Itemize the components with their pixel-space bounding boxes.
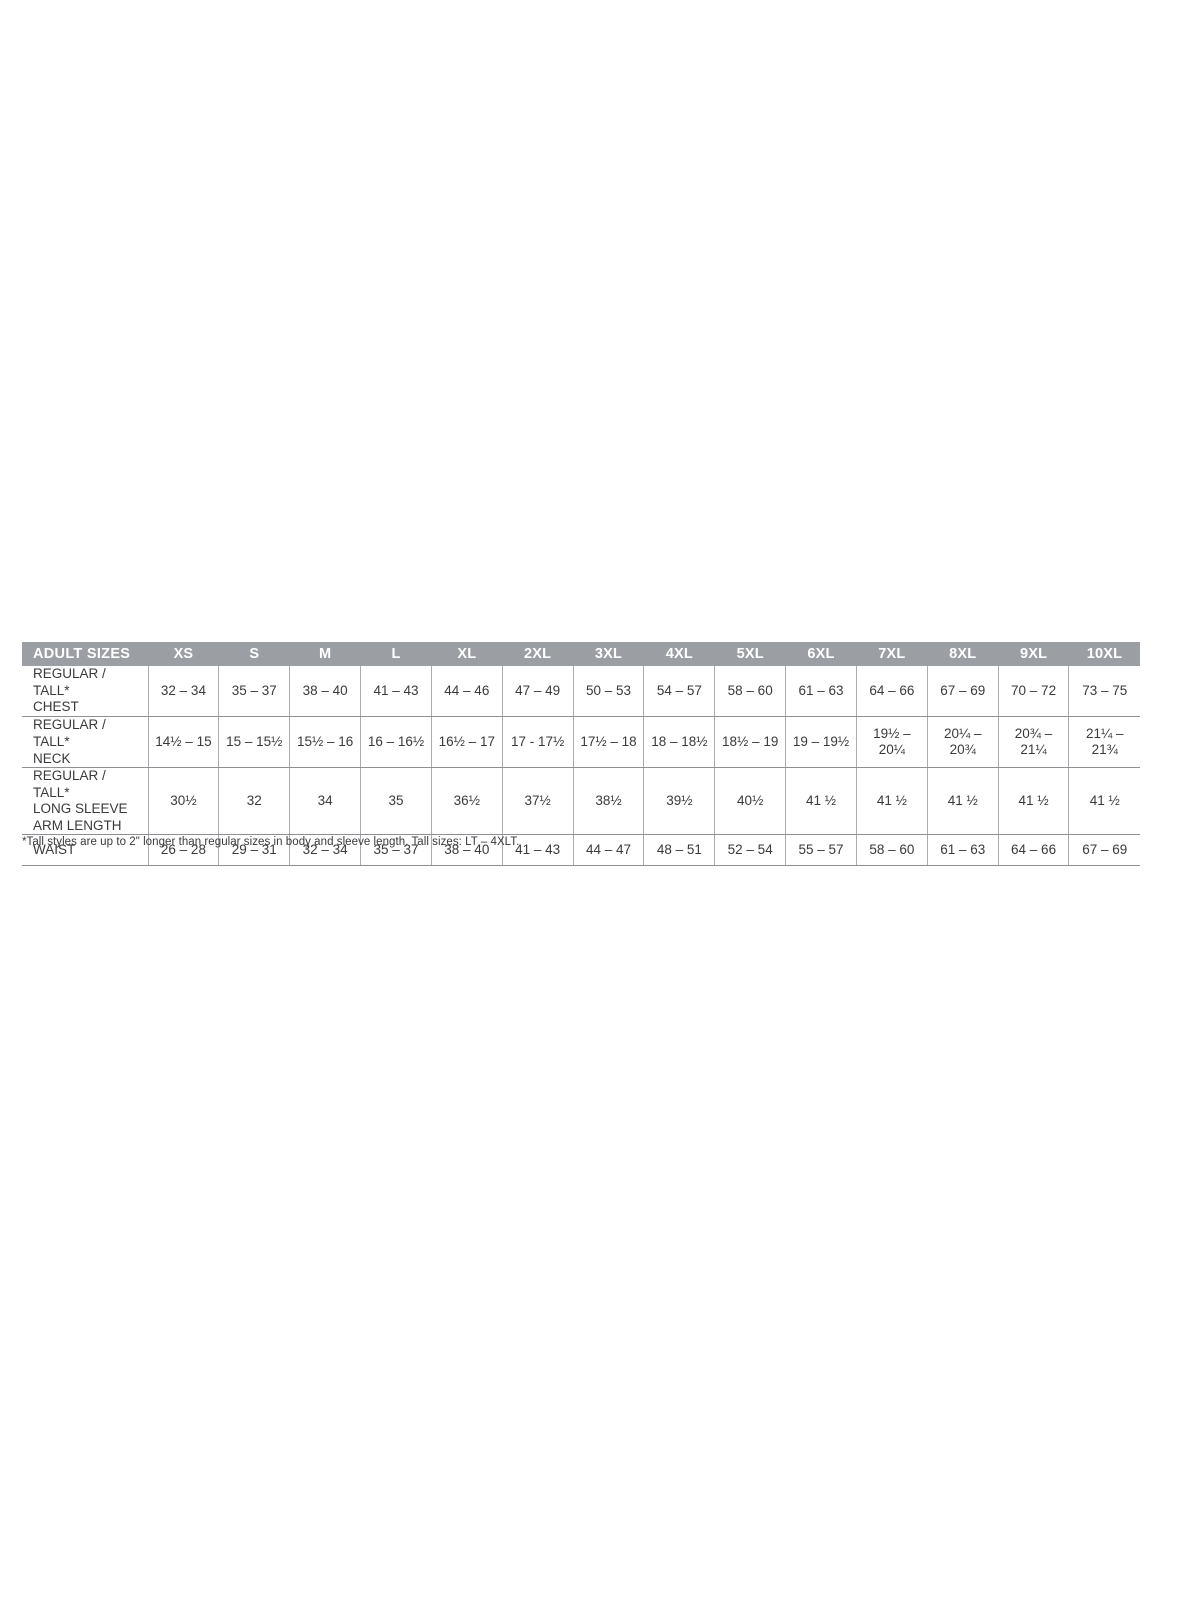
cell-chest-s: 35 – 37 [218,666,291,718]
cell-waist-3xl: 44 – 47 [573,834,645,867]
cell-neck-xs: 14½ – 15 [148,716,220,769]
cell-chest-10xl: 73 – 75 [1068,666,1140,718]
header-size-4xl: 4XL [643,642,715,666]
table-body: REGULAR / TALL* CHEST 32 – 34 35 – 37 38 … [22,666,1140,867]
table-row: REGULAR / TALL* LONG SLEEVE ARM LENGTH 30½… [22,767,1140,836]
cell-sleeve-9xl: 41 ½ [998,767,1070,836]
cell-sleeve-m: 34 [289,767,362,836]
header-size-2xl: 2XL [502,642,574,666]
size-chart-footnote: *Tall styles are up to 2" longer than re… [22,836,520,848]
cell-sleeve-5xl: 40½ [714,767,787,836]
cell-neck-5xl: 18½ – 19 [714,716,787,769]
cell-sleeve-s: 32 [218,767,291,836]
cell-chest-2xl: 47 – 49 [502,666,574,718]
cell-neck-10xl: 21¼ –21¾ [1068,716,1140,769]
cell-chest-l: 41 – 43 [360,666,432,718]
cell-sleeve-3xl: 38½ [573,767,645,836]
cell-sleeve-xs: 30½ [148,767,220,836]
cell-neck-6xl: 19 – 19½ [785,716,857,769]
cell-waist-5xl: 52 – 54 [714,834,787,867]
cell-chest-4xl: 54 – 57 [643,666,716,718]
cell-chest-8xl: 67 – 69 [927,666,999,718]
cell-chest-7xl: 64 – 66 [856,666,928,718]
cell-waist-l: 35 – 37 [360,834,432,867]
cell-waist-s: 29 – 31 [218,834,291,867]
header-size-l: L [360,642,432,666]
table-header: ADULT SIZES XS S M L XL 2XL 3XL 4XL 5XL … [22,642,1140,666]
size-chart-container: ADULT SIZES XS S M L XL 2XL 3XL 4XL 5XL … [22,642,1140,867]
cell-neck-l: 16 – 16½ [360,716,432,769]
header-size-3xl: 3XL [573,642,644,666]
header-size-s: S [218,642,290,666]
cell-waist-2xl: 41 – 43 [502,834,574,867]
cell-sleeve-l: 35 [360,767,432,836]
cell-waist-4xl: 48 – 51 [643,834,716,867]
cell-waist-8xl: 61 – 63 [927,834,999,867]
cell-waist-xl: 38 – 40 [431,834,503,867]
header-size-9xl: 9XL [998,642,1069,666]
cell-waist-10xl: 67 – 69 [1068,834,1140,867]
header-adult-sizes: ADULT SIZES [22,642,149,666]
cell-chest-xl: 44 – 46 [431,666,503,718]
table-row: REGULAR / TALL* NECK 14½ – 15 15 – 15½ 15… [22,716,1140,769]
header-size-10xl: 10XL [1068,642,1140,666]
header-row: ADULT SIZES XS S M L XL 2XL 3XL 4XL 5XL … [22,642,1140,666]
cell-neck-3xl: 17½ – 18 [573,716,645,769]
header-size-xs: XS [148,642,219,666]
cell-waist-m: 32 – 34 [289,834,362,867]
cell-chest-5xl: 58 – 60 [714,666,787,718]
row-label-long-sleeve-arm-length: REGULAR / TALL* LONG SLEEVE ARM LENGTH [22,767,149,836]
header-size-m: M [289,642,361,666]
cell-neck-xl: 16½ – 17 [431,716,503,769]
cell-chest-3xl: 50 – 53 [573,666,645,718]
cell-neck-9xl: 20¾ –21¼ [998,716,1070,769]
cell-waist-7xl: 58 – 60 [856,834,928,867]
cell-chest-m: 38 – 40 [289,666,362,718]
adult-sizes-table: ADULT SIZES XS S M L XL 2XL 3XL 4XL 5XL … [22,642,1140,867]
row-label-waist: WAIST [22,834,149,867]
cell-neck-8xl: 20¼ –20¾ [927,716,999,769]
table-row: WAIST 26 – 28 29 – 31 32 – 34 35 – 37 38… [22,834,1140,867]
table-row: REGULAR / TALL* CHEST 32 – 34 35 – 37 38 … [22,666,1140,718]
cell-neck-s: 15 – 15½ [218,716,291,769]
cell-waist-9xl: 64 – 66 [998,834,1070,867]
cell-sleeve-10xl: 41 ½ [1068,767,1140,836]
cell-waist-xs: 26 – 28 [148,834,220,867]
cell-sleeve-xl: 36½ [431,767,503,836]
cell-neck-2xl: 17 - 17½ [502,716,574,769]
cell-chest-6xl: 61 – 63 [785,666,857,718]
cell-waist-6xl: 55 – 57 [785,834,857,867]
header-size-7xl: 7XL [856,642,928,666]
cell-neck-4xl: 18 – 18½ [643,716,716,769]
cell-sleeve-6xl: 41 ½ [785,767,857,836]
header-size-6xl: 6XL [785,642,857,666]
cell-sleeve-8xl: 41 ½ [927,767,999,836]
header-size-5xl: 5XL [714,642,786,666]
cell-sleeve-4xl: 39½ [643,767,716,836]
cell-sleeve-2xl: 37½ [502,767,574,836]
row-label-chest: REGULAR / TALL* CHEST [22,666,149,718]
cell-sleeve-7xl: 41 ½ [856,767,928,836]
header-size-8xl: 8XL [927,642,999,666]
cell-chest-xs: 32 – 34 [148,666,220,718]
cell-neck-m: 15½ – 16 [289,716,362,769]
row-label-neck: REGULAR / TALL* NECK [22,716,149,769]
cell-chest-9xl: 70 – 72 [998,666,1070,718]
cell-neck-7xl: 19½ –20¼ [856,716,928,769]
header-size-xl: XL [431,642,503,666]
